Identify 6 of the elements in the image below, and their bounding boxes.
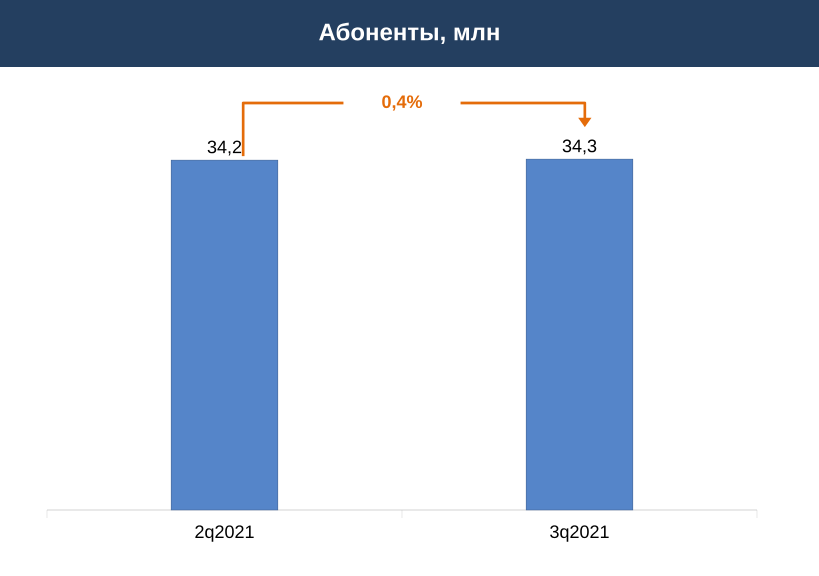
x-tick-label: 3q2021 (550, 525, 609, 542)
data-label: 34,2 (208, 140, 242, 156)
data-label: 34,3 (562, 140, 596, 154)
text: 0,4% (382, 95, 422, 111)
chart-title: Абоненты, млн (319, 22, 499, 44)
x-tick-label: 2q2021 (195, 525, 254, 542)
